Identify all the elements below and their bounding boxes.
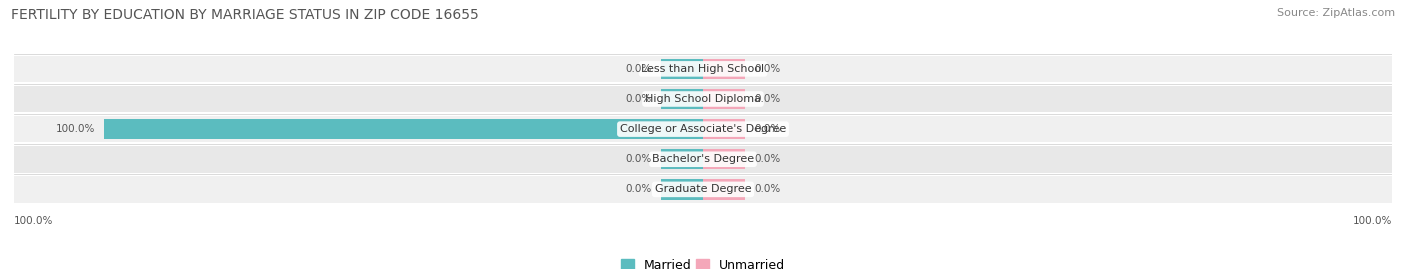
- Text: High School Diploma: High School Diploma: [645, 94, 761, 104]
- Bar: [703, 89, 745, 109]
- Text: 100.0%: 100.0%: [14, 217, 53, 226]
- Bar: [703, 179, 745, 200]
- Bar: [703, 149, 745, 169]
- Bar: [14, 86, 1392, 112]
- Text: 0.0%: 0.0%: [754, 94, 780, 104]
- Bar: [661, 179, 703, 200]
- Text: 0.0%: 0.0%: [754, 184, 780, 194]
- Text: 0.0%: 0.0%: [754, 64, 780, 74]
- Bar: [661, 59, 703, 79]
- Text: Less than High School: Less than High School: [641, 64, 765, 74]
- Text: 0.0%: 0.0%: [626, 94, 652, 104]
- Text: 0.0%: 0.0%: [626, 64, 652, 74]
- Text: FERTILITY BY EDUCATION BY MARRIAGE STATUS IN ZIP CODE 16655: FERTILITY BY EDUCATION BY MARRIAGE STATU…: [11, 8, 479, 22]
- Bar: [661, 149, 703, 169]
- Bar: [14, 176, 1392, 203]
- Text: Graduate Degree: Graduate Degree: [655, 184, 751, 194]
- Bar: [661, 89, 703, 109]
- Text: 100.0%: 100.0%: [56, 124, 96, 134]
- Bar: [14, 146, 1392, 172]
- Bar: [104, 119, 703, 139]
- Text: Source: ZipAtlas.com: Source: ZipAtlas.com: [1277, 8, 1395, 18]
- Text: College or Associate's Degree: College or Associate's Degree: [620, 124, 786, 134]
- Text: 0.0%: 0.0%: [626, 184, 652, 194]
- Bar: [14, 56, 1392, 82]
- Text: 0.0%: 0.0%: [626, 154, 652, 164]
- Bar: [703, 59, 745, 79]
- Text: 100.0%: 100.0%: [1353, 217, 1392, 226]
- Text: 0.0%: 0.0%: [754, 154, 780, 164]
- Text: 0.0%: 0.0%: [754, 124, 780, 134]
- Bar: [703, 119, 745, 139]
- Legend: Married, Unmarried: Married, Unmarried: [616, 253, 790, 269]
- Text: Bachelor's Degree: Bachelor's Degree: [652, 154, 754, 164]
- Bar: [14, 116, 1392, 142]
